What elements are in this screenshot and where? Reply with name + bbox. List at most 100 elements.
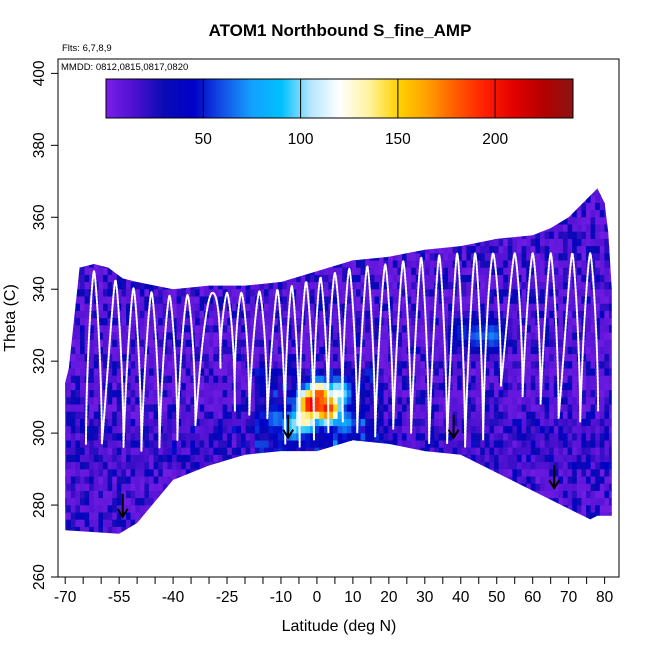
heatmap-cell xyxy=(107,188,113,190)
heatmap-cell xyxy=(484,512,490,521)
heatmap-cell xyxy=(475,325,481,334)
heatmap-cell xyxy=(429,289,435,298)
heatmap-cell xyxy=(121,526,127,534)
heatmap-cell xyxy=(296,469,302,478)
heatmap-cell xyxy=(195,375,201,384)
heatmap-cell xyxy=(379,418,385,427)
heatmap-cell xyxy=(328,382,334,391)
heatmap-cell xyxy=(397,318,403,326)
heatmap-cell xyxy=(135,519,141,528)
heatmap-cell xyxy=(176,202,182,211)
heatmap-cell xyxy=(342,224,348,233)
heatmap-cell xyxy=(388,397,394,406)
heatmap-cell xyxy=(65,195,67,204)
heatmap-cell xyxy=(66,332,72,341)
heatmap-cell xyxy=(429,188,435,197)
heatmap-cell xyxy=(360,505,366,514)
heatmap-cell xyxy=(222,224,228,233)
heatmap-cell xyxy=(369,375,375,384)
heatmap-cell xyxy=(383,310,389,319)
heatmap-cell xyxy=(131,534,136,542)
heatmap-cell xyxy=(126,202,132,211)
heatmap-cell xyxy=(144,418,150,427)
heatmap-cell xyxy=(130,404,136,413)
heatmap-cell xyxy=(167,512,173,521)
heatmap-cell xyxy=(149,519,155,528)
heatmap-cell xyxy=(402,447,408,456)
heatmap-cell xyxy=(135,368,141,377)
heatmap-cell xyxy=(314,505,320,514)
heatmap-cell xyxy=(310,526,316,534)
heatmap-cell xyxy=(397,433,403,442)
heatmap-cell xyxy=(66,246,72,254)
heatmap-cell xyxy=(489,411,495,420)
heatmap-cell xyxy=(75,447,81,456)
heatmap-cell xyxy=(282,519,288,528)
heatmap-cell xyxy=(448,195,454,204)
heatmap-cell xyxy=(158,188,164,190)
heatmap-cell xyxy=(323,512,329,521)
heatmap-cell xyxy=(461,483,467,492)
heatmap-cell xyxy=(103,318,109,326)
heatmap-cell xyxy=(135,440,141,449)
heatmap-cell xyxy=(149,339,155,348)
heatmap-cell xyxy=(351,224,357,233)
heatmap-cell xyxy=(388,289,394,298)
heatmap-cell xyxy=(499,534,504,542)
heatmap-cell xyxy=(512,526,518,534)
heatmap-cell xyxy=(388,246,394,254)
heatmap-cell xyxy=(103,498,109,506)
heatmap-cell xyxy=(264,260,270,269)
heatmap-cell xyxy=(291,332,297,341)
heatmap-cell xyxy=(277,188,283,197)
heatmap-cell xyxy=(93,411,99,420)
heatmap-cell xyxy=(346,202,352,211)
heatmap-cell xyxy=(429,440,435,449)
heatmap-cell xyxy=(181,289,187,298)
heatmap-cell xyxy=(374,325,380,334)
heatmap-cell xyxy=(300,188,306,190)
heatmap-cell xyxy=(121,202,127,211)
heatmap-cell xyxy=(213,382,219,391)
heatmap-cell xyxy=(185,238,191,247)
heatmap-cell xyxy=(360,382,366,391)
heatmap-cell xyxy=(181,519,187,528)
heatmap-cell xyxy=(236,231,242,240)
heatmap-cell xyxy=(296,332,302,341)
heatmap-cell xyxy=(185,526,191,534)
heatmap-cell xyxy=(199,390,205,398)
heatmap-cell xyxy=(287,454,293,463)
heatmap-cell xyxy=(415,433,421,442)
heatmap-cell xyxy=(406,454,412,463)
heatmap-cell xyxy=(130,318,136,326)
heatmap-cell xyxy=(323,440,329,449)
heatmap-cell xyxy=(443,195,449,204)
heatmap-cell xyxy=(429,238,435,247)
heatmap-cell xyxy=(415,354,421,362)
heatmap-cell xyxy=(512,483,518,492)
heatmap-cell xyxy=(333,476,339,485)
heatmap-cell xyxy=(397,375,403,384)
heatmap-cell xyxy=(264,519,270,528)
heatmap-cell xyxy=(337,210,343,218)
heatmap-cell xyxy=(282,354,288,362)
heatmap-cell xyxy=(158,296,164,305)
heatmap-cell xyxy=(429,195,435,204)
heatmap-cell xyxy=(185,411,191,420)
heatmap-cell xyxy=(383,447,389,456)
heatmap-cell xyxy=(277,368,283,377)
heatmap-cell xyxy=(277,361,283,370)
heatmap-cell xyxy=(365,440,371,449)
heatmap-cell xyxy=(425,498,431,506)
heatmap-cell xyxy=(65,483,67,492)
heatmap-cell xyxy=(116,382,122,391)
heatmap-cell xyxy=(204,469,210,478)
heatmap-cell xyxy=(85,534,90,542)
heatmap-cell xyxy=(420,368,426,377)
heatmap-cell xyxy=(66,346,72,355)
heatmap-cell xyxy=(162,462,168,470)
heatmap-cell xyxy=(379,260,385,269)
heatmap-cell xyxy=(153,440,159,449)
heatmap-cell xyxy=(503,210,509,218)
heatmap-cell xyxy=(314,188,320,190)
